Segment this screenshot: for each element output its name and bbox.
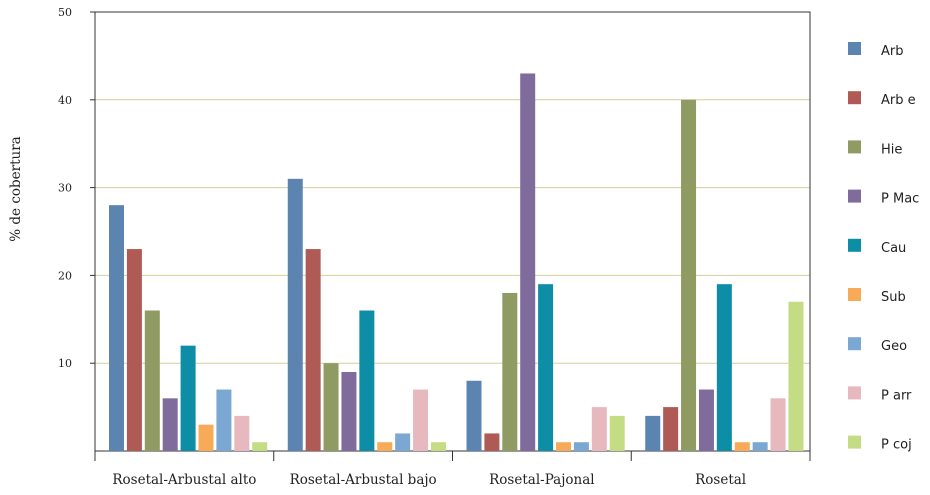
bar [734, 442, 750, 451]
legend-label: Arb [881, 44, 904, 59]
bars [109, 73, 804, 452]
bar [663, 407, 679, 451]
bar [234, 415, 250, 451]
legend-swatch [848, 337, 861, 351]
bar [520, 73, 536, 452]
bar [323, 363, 339, 451]
plot-frame [94, 11, 811, 452]
bar [287, 178, 303, 451]
bar [377, 442, 393, 451]
legend-label: Cau [881, 241, 906, 256]
bar [126, 249, 142, 451]
bar [180, 345, 196, 451]
legend-swatch [848, 288, 861, 301]
legend-swatch [848, 238, 861, 252]
bar [538, 284, 554, 451]
y-tick-label: 50 [58, 6, 72, 19]
bar [252, 442, 268, 451]
x-tick-label: Rosetal-Arbustal bajo [290, 472, 437, 488]
y-tick-label: 30 [58, 182, 72, 195]
legend-label: Sub [881, 290, 906, 305]
bar [591, 407, 607, 451]
legend-swatch [848, 91, 861, 105]
bar [144, 310, 160, 451]
bar [305, 249, 321, 451]
legend-label: Arb e [881, 93, 916, 108]
y-axis-title: % de cobertura [8, 136, 24, 241]
bar [698, 389, 714, 451]
bar [716, 284, 732, 451]
bar [645, 415, 661, 451]
bar [198, 424, 214, 451]
legend-swatch [848, 140, 861, 154]
legend-swatch [848, 42, 861, 55]
legend-swatch [848, 386, 861, 400]
axes [90, 11, 811, 461]
bar [609, 415, 625, 451]
legend-label: P arr [881, 388, 912, 403]
bar [359, 310, 375, 451]
y-tick-label: 40 [58, 94, 72, 107]
legend-swatch [848, 189, 861, 203]
bar [162, 398, 178, 451]
axis-labels: 10 20 30 40 50 Rosetal-Arbustal alto Rosetal-A… [58, 6, 746, 488]
bar [573, 442, 589, 451]
x-tick-label: Rosetal-Pajonal [489, 472, 594, 488]
y-tick-label: 10 [58, 357, 72, 370]
x-tick-label: Rosetal-Arbustal alto [112, 472, 256, 488]
legend-label: P Mac [881, 192, 919, 207]
bar [770, 398, 786, 451]
bar [788, 301, 804, 451]
x-tick-label: Rosetal [695, 472, 746, 488]
bar [395, 433, 411, 451]
bar [109, 205, 124, 451]
legend-swatch [848, 435, 861, 449]
bar [484, 433, 500, 451]
y-tick-label: 20 [58, 269, 72, 282]
legend-label: P coj [881, 438, 912, 453]
bar [216, 389, 232, 451]
bar [681, 99, 697, 452]
bar [556, 442, 571, 451]
legend: Arb Arb e Hie P Mac Cau Sub Geo P arr P coj [848, 42, 919, 453]
bar [502, 292, 518, 451]
bar [413, 389, 429, 451]
bar [752, 442, 768, 451]
bar [466, 380, 482, 451]
bar [430, 442, 446, 451]
grid [95, 99, 810, 364]
bar [341, 371, 357, 451]
legend-label: Hie [881, 142, 902, 157]
legend-label: Geo [881, 339, 907, 354]
